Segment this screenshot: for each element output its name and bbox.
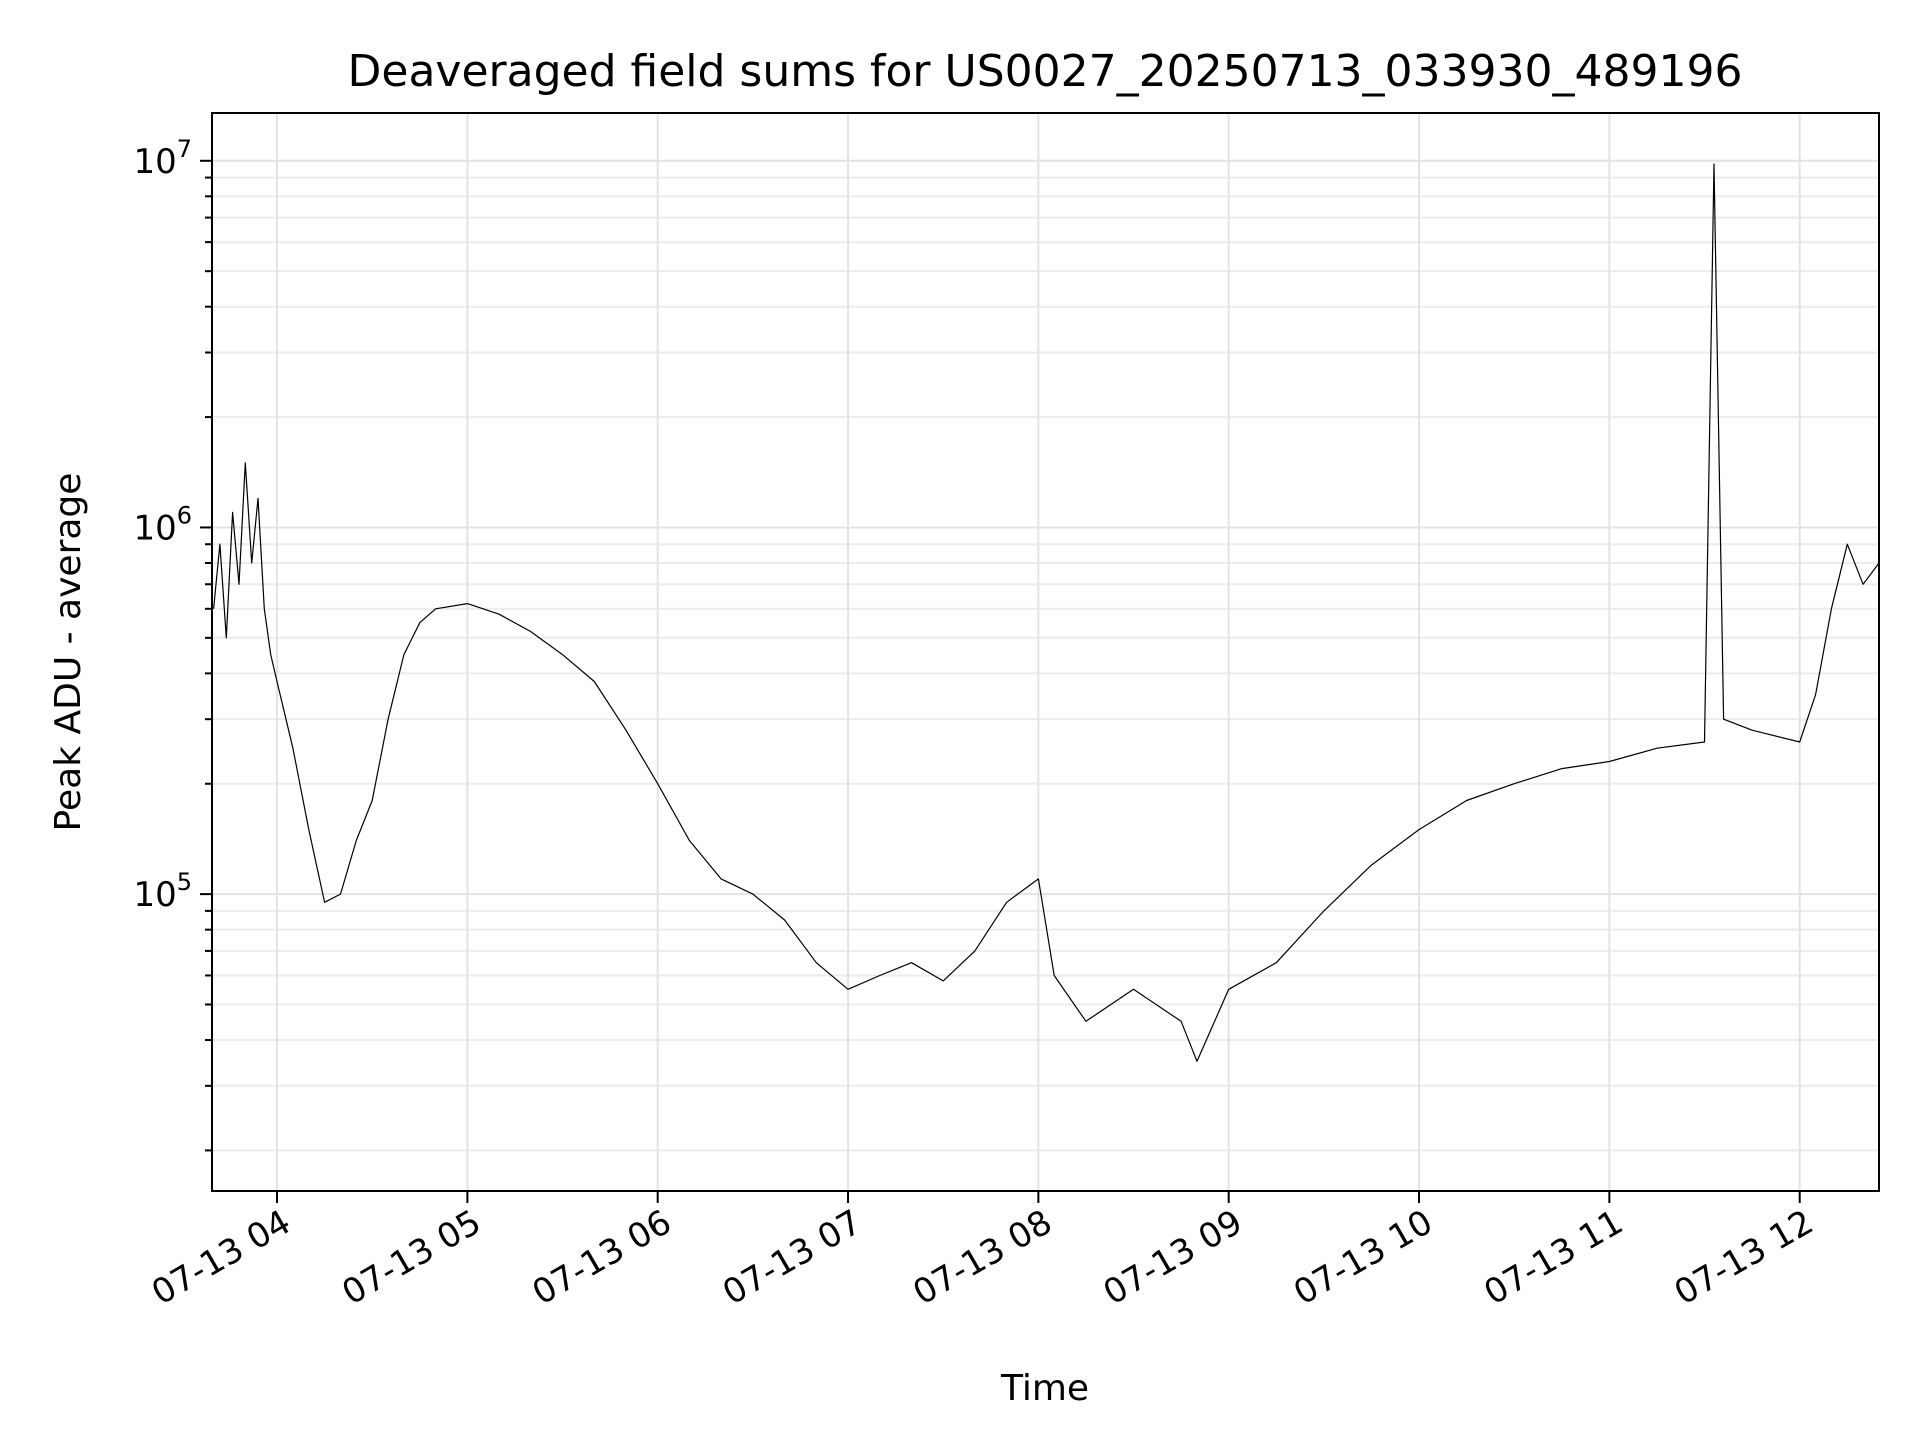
y-axis-label: Peak ADU - average (48, 473, 89, 832)
x-axis-label: Time (1000, 1368, 1089, 1409)
plot-frame (211, 112, 1880, 1192)
y-tick-label: 106 (133, 501, 192, 548)
series-line (213, 163, 1880, 1062)
y-tick-label: 107 (133, 135, 192, 182)
grid (212, 113, 1879, 1191)
chart-title: Deaveraged field sums for US0027_2025071… (348, 46, 1743, 97)
y-tick-label: 105 (133, 868, 192, 915)
series-layer (213, 163, 1880, 1062)
